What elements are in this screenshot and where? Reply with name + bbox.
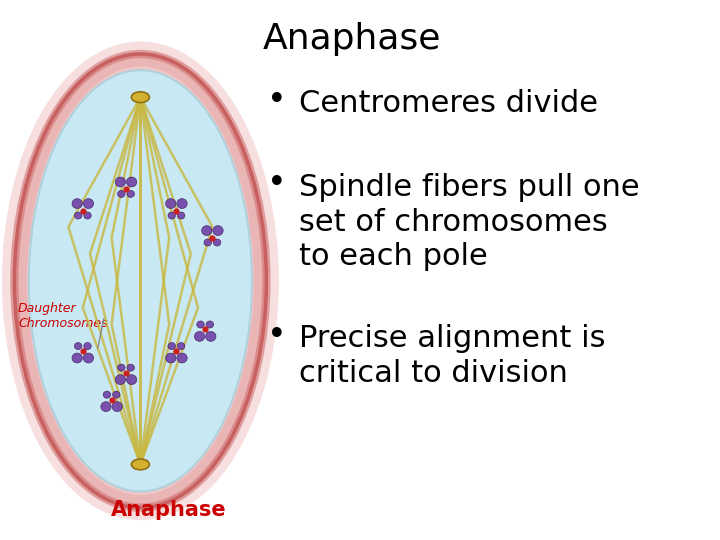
Ellipse shape [101, 402, 111, 411]
Text: Anaphase: Anaphase [263, 22, 441, 56]
Ellipse shape [115, 375, 125, 384]
Text: Precise alignment is
critical to division: Precise alignment is critical to divisio… [299, 324, 606, 388]
Text: Spindle fibers pull one
set of chromosomes
to each pole: Spindle fibers pull one set of chromosom… [299, 173, 639, 271]
Ellipse shape [84, 353, 94, 363]
Ellipse shape [197, 321, 204, 328]
Ellipse shape [14, 54, 266, 508]
Ellipse shape [132, 92, 150, 103]
Ellipse shape [74, 212, 82, 219]
Ellipse shape [166, 353, 176, 363]
Ellipse shape [177, 353, 187, 363]
Ellipse shape [117, 191, 125, 198]
Ellipse shape [168, 212, 176, 219]
Ellipse shape [115, 177, 125, 187]
Ellipse shape [177, 199, 187, 208]
Ellipse shape [177, 212, 185, 219]
Ellipse shape [206, 332, 216, 341]
Ellipse shape [202, 226, 212, 235]
Ellipse shape [194, 332, 204, 341]
Ellipse shape [127, 191, 135, 198]
Text: Anaphase: Anaphase [112, 500, 227, 521]
Ellipse shape [72, 353, 82, 363]
Ellipse shape [168, 342, 176, 349]
Ellipse shape [206, 321, 214, 328]
Ellipse shape [117, 364, 125, 371]
Text: •: • [267, 84, 287, 117]
Ellipse shape [127, 177, 137, 187]
Ellipse shape [213, 226, 223, 235]
Ellipse shape [112, 391, 120, 398]
Ellipse shape [204, 239, 212, 246]
Ellipse shape [103, 391, 111, 398]
Ellipse shape [74, 342, 82, 349]
Ellipse shape [84, 342, 91, 349]
Ellipse shape [127, 364, 135, 371]
Text: Daughter
Chromosomes: Daughter Chromosomes [18, 302, 107, 330]
Text: •: • [267, 319, 287, 352]
Ellipse shape [213, 239, 221, 246]
Ellipse shape [84, 199, 94, 208]
Ellipse shape [29, 70, 252, 491]
Ellipse shape [72, 199, 82, 208]
Ellipse shape [177, 342, 185, 349]
Ellipse shape [127, 375, 137, 384]
Ellipse shape [112, 402, 122, 411]
Ellipse shape [166, 199, 176, 208]
Text: •: • [267, 167, 287, 200]
Text: Centromeres divide: Centromeres divide [299, 89, 598, 118]
Ellipse shape [132, 459, 150, 470]
Ellipse shape [84, 212, 91, 219]
